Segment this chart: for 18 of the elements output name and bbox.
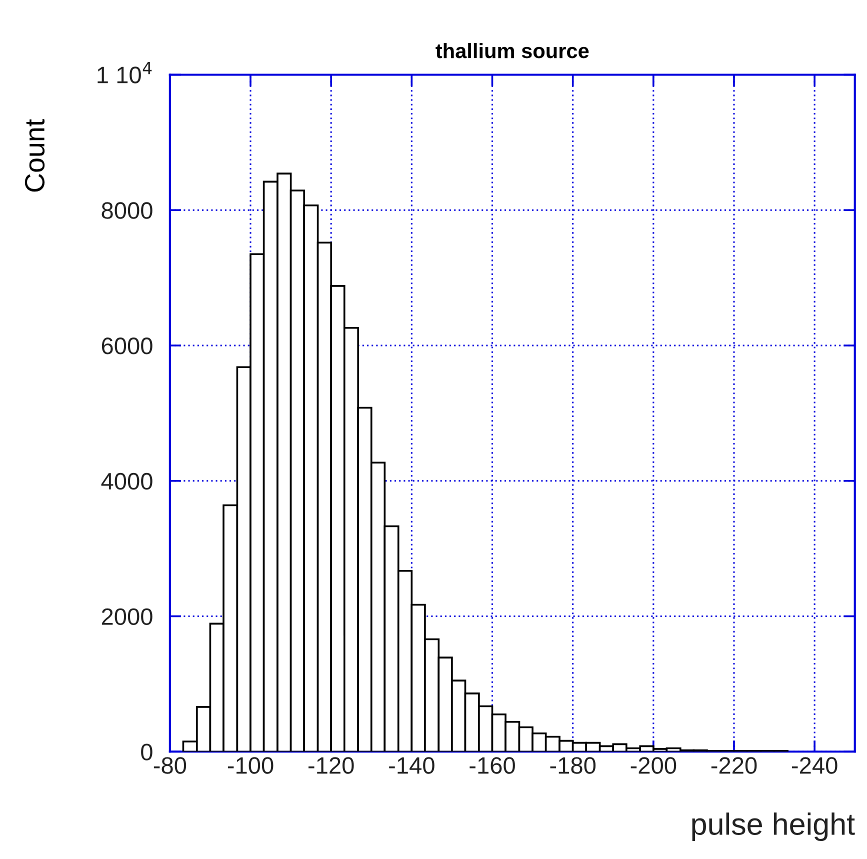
x-tick-label: -160 <box>470 757 515 774</box>
x-tick-label: -140 <box>389 757 434 774</box>
y-axis-title: Count <box>24 119 45 192</box>
y-tick-label: 6000 <box>102 338 152 354</box>
x-axis-title: pulse height <box>692 812 855 842</box>
x-tick-label: -200 <box>630 757 676 774</box>
y-tick-label: 0 <box>141 744 152 760</box>
chart-title: thallium source <box>436 42 589 58</box>
x-tick-label: -240 <box>792 757 838 774</box>
x-tick-label: -80 <box>154 757 186 774</box>
x-tick-label: -180 <box>550 757 596 774</box>
y-tick-label: 8000 <box>102 202 152 219</box>
x-tick-label: -100 <box>228 757 274 774</box>
x-tick-label: -120 <box>308 757 354 774</box>
y-tick-label: 2000 <box>102 608 152 626</box>
y-tick-label: 4000 <box>101 472 152 490</box>
x-tick-label: -220 <box>711 757 757 774</box>
y-tick-label: 1 10$^{4}$ <box>98 62 152 84</box>
